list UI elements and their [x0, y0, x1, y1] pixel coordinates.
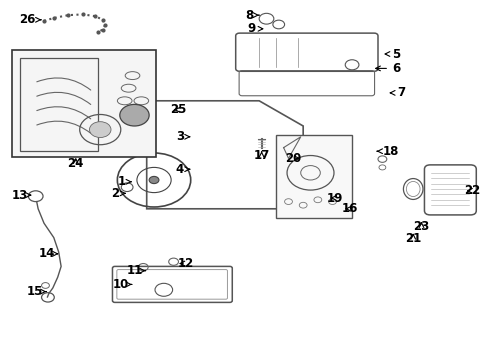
Text: 11: 11 — [126, 264, 145, 277]
Text: 1: 1 — [117, 175, 131, 188]
Text: 7: 7 — [389, 86, 404, 99]
Text: 5: 5 — [385, 48, 399, 60]
Text: 16: 16 — [341, 202, 357, 215]
Text: 10: 10 — [112, 278, 131, 291]
Text: 25: 25 — [170, 103, 186, 116]
Text: 15: 15 — [27, 285, 46, 298]
Text: 23: 23 — [412, 220, 429, 233]
Text: 12: 12 — [177, 257, 194, 270]
Circle shape — [120, 104, 149, 126]
Text: 26: 26 — [19, 13, 41, 26]
Circle shape — [149, 176, 159, 184]
Text: 21: 21 — [404, 232, 421, 245]
Text: 22: 22 — [463, 184, 479, 197]
Text: 20: 20 — [285, 152, 301, 165]
Text: 18: 18 — [377, 145, 399, 158]
Bar — [12, 50, 156, 157]
Text: 8: 8 — [245, 9, 259, 22]
Text: 13: 13 — [11, 189, 31, 202]
Text: 2: 2 — [111, 187, 125, 200]
Text: 14: 14 — [38, 247, 58, 260]
Circle shape — [89, 122, 111, 138]
Text: 4: 4 — [176, 163, 189, 176]
Text: 6: 6 — [375, 62, 399, 75]
Bar — [276, 135, 351, 218]
Text: 24: 24 — [67, 157, 84, 170]
Text: 19: 19 — [326, 192, 343, 204]
Text: 17: 17 — [253, 149, 269, 162]
Text: 9: 9 — [247, 22, 262, 35]
Text: 3: 3 — [176, 130, 189, 143]
